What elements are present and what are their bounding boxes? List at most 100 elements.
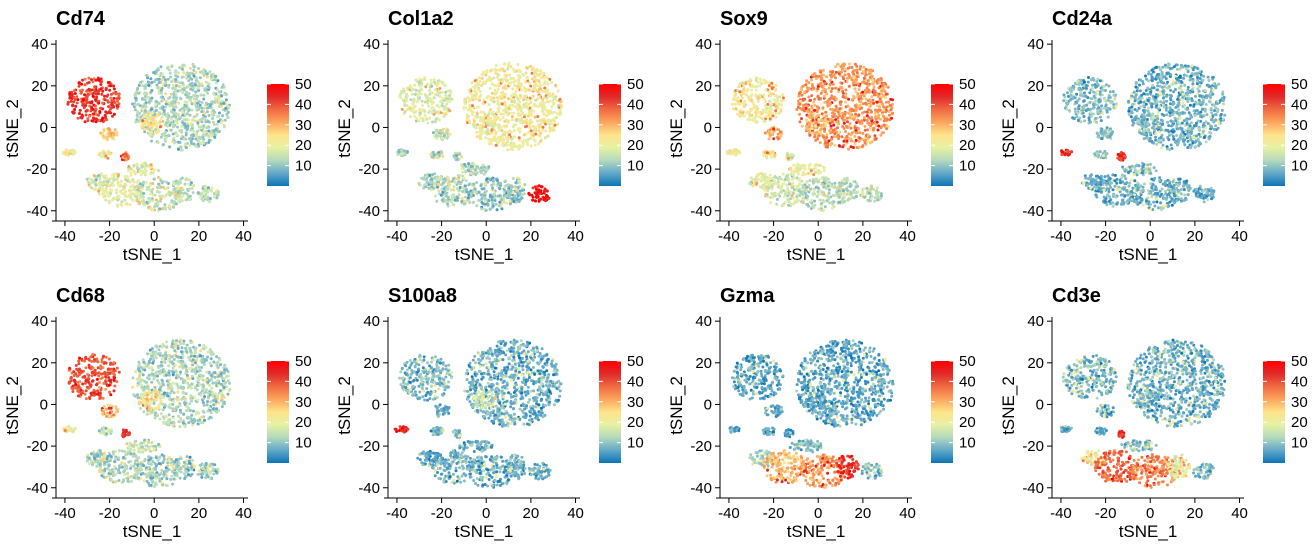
data-point [149, 184, 152, 187]
data-point [501, 103, 504, 106]
data-point [488, 116, 491, 119]
data-point [147, 188, 150, 191]
data-point [745, 93, 748, 96]
data-point [223, 125, 226, 128]
data-point [155, 124, 158, 127]
data-point [176, 126, 179, 129]
data-point [750, 176, 753, 179]
data-point [208, 139, 211, 142]
data-point [443, 177, 446, 180]
data-point [191, 125, 194, 128]
data-point [173, 101, 176, 104]
data-point [147, 206, 150, 209]
data-point [556, 123, 559, 126]
data-point [524, 90, 527, 93]
data-point [533, 77, 536, 80]
data-point [500, 195, 503, 198]
data-point [192, 69, 195, 72]
data-point [199, 71, 202, 74]
data-point [199, 76, 202, 79]
data-point [885, 127, 888, 130]
data-point [828, 188, 831, 191]
data-point [864, 125, 867, 128]
data-point [101, 90, 104, 93]
data-point [222, 102, 225, 105]
data-point [888, 114, 891, 117]
data-point [828, 139, 831, 142]
data-point [866, 119, 869, 122]
data-point [495, 144, 498, 147]
data-point [84, 78, 87, 81]
data-point [402, 98, 405, 101]
data-point [829, 144, 832, 147]
data-point [189, 114, 192, 117]
data-point [150, 117, 153, 120]
data-point [214, 133, 217, 136]
data-point [806, 105, 809, 108]
legend-label: 30 [627, 117, 644, 134]
data-point [853, 87, 856, 90]
data-point [548, 112, 551, 115]
data-point [207, 85, 210, 88]
data-point [478, 127, 481, 130]
data-point [516, 97, 519, 100]
data-point [214, 75, 217, 78]
data-point [484, 125, 487, 128]
data-point [526, 107, 529, 110]
data-point [492, 193, 495, 196]
data-point [146, 76, 149, 79]
data-point [546, 135, 549, 138]
data-point [484, 182, 487, 185]
data-point [406, 95, 409, 98]
data-point [103, 129, 106, 132]
data-point [856, 92, 859, 95]
data-point [861, 91, 864, 94]
data-point [113, 97, 116, 100]
data-point [161, 133, 164, 136]
data-point [540, 72, 543, 75]
data-point [481, 77, 484, 80]
data-point [809, 99, 812, 102]
data-point [779, 186, 782, 189]
data-point [135, 99, 138, 102]
data-point [179, 85, 182, 88]
data-point [188, 198, 191, 201]
data-point [433, 153, 436, 156]
data-point [798, 103, 801, 106]
data-point [413, 98, 416, 101]
data-point [509, 193, 512, 196]
data-point [866, 87, 869, 90]
data-point [134, 195, 137, 198]
data-point [184, 100, 187, 103]
data-point [537, 79, 540, 82]
data-point [403, 149, 406, 152]
data-point [738, 90, 741, 93]
data-point [128, 193, 131, 196]
data-point [880, 100, 883, 103]
data-point [872, 88, 875, 91]
data-point [734, 103, 737, 106]
panel-col1a2: Col1a2-40 -20 0 20 40-40-2002040tSNE_1tSNE_2… [335, 8, 644, 264]
data-point [513, 84, 516, 87]
data-point [757, 96, 760, 99]
data-point [526, 142, 529, 145]
data-point [217, 193, 220, 196]
data-point [115, 191, 118, 194]
data-point [805, 79, 808, 82]
data-point [162, 186, 165, 189]
data-point [448, 100, 451, 103]
data-point [864, 129, 867, 132]
data-point [512, 191, 515, 194]
data-point [176, 75, 179, 78]
data-point [494, 92, 497, 95]
data-point [732, 107, 735, 110]
data-point [489, 108, 492, 111]
data-point [175, 133, 178, 136]
data-point [68, 97, 71, 100]
data-point [204, 115, 207, 118]
data-point [82, 103, 85, 106]
data-point [518, 200, 521, 203]
data-point [216, 123, 219, 126]
data-point [463, 163, 466, 166]
data-point [200, 129, 203, 132]
